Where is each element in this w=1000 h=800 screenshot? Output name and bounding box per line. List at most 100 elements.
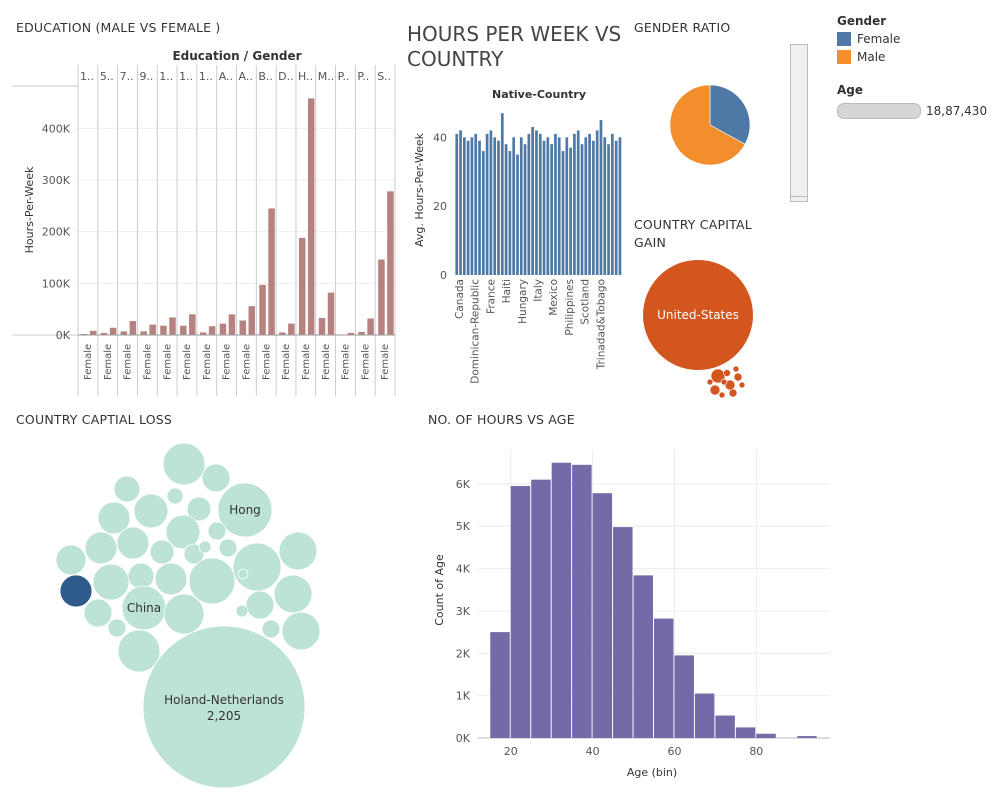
country-bar bbox=[500, 113, 504, 275]
country-bar bbox=[478, 140, 481, 275]
capital-loss-bubble bbox=[55, 544, 87, 576]
education-group-label: 1.. bbox=[80, 70, 94, 83]
country-bar bbox=[588, 133, 591, 275]
country-bar bbox=[474, 133, 478, 275]
scrollbar-thumb[interactable] bbox=[791, 196, 807, 201]
education-group-label: B.. bbox=[258, 70, 273, 83]
country-tick-label: Italy bbox=[533, 279, 545, 302]
country-bar bbox=[542, 140, 546, 275]
country-bar bbox=[459, 130, 462, 275]
education-ytick-label: 300K bbox=[42, 174, 71, 187]
country-tick-label: Mexico bbox=[548, 279, 560, 316]
country-bar bbox=[531, 126, 535, 275]
country-bar bbox=[508, 151, 512, 275]
capital-loss-bubble bbox=[162, 442, 206, 486]
education-bar bbox=[307, 98, 315, 335]
capital-gain-bubble bbox=[728, 388, 738, 398]
capital-loss-bubble bbox=[278, 531, 318, 571]
education-bar bbox=[228, 314, 236, 335]
education-group-label: 1.. bbox=[159, 70, 173, 83]
age-range-slider[interactable] bbox=[837, 103, 921, 119]
age-bar bbox=[797, 736, 817, 738]
country-bar bbox=[516, 154, 519, 275]
country-bar bbox=[576, 130, 580, 275]
country-bar bbox=[493, 137, 497, 275]
education-bar bbox=[109, 327, 117, 335]
country-bar bbox=[554, 133, 557, 275]
capital-loss-bubble bbox=[281, 611, 321, 651]
country-bar bbox=[485, 133, 489, 275]
country-ylabel: Avg. Hours-Per-Week bbox=[413, 132, 426, 247]
capital-loss-bubble bbox=[201, 463, 231, 493]
country-bar bbox=[611, 133, 614, 275]
education-sub-label: Female bbox=[321, 344, 332, 380]
age-bar bbox=[572, 464, 592, 738]
education-bar bbox=[169, 317, 176, 335]
country-bar bbox=[580, 144, 584, 275]
country-tick-label: Scotland bbox=[580, 279, 592, 325]
education-group-label: 1.. bbox=[199, 70, 213, 83]
education-bar bbox=[318, 317, 326, 335]
education-sub-label: Female bbox=[83, 344, 94, 380]
capital-loss-bubble bbox=[83, 598, 113, 628]
age-filter-title: Age bbox=[837, 83, 864, 97]
capital-loss-bubble bbox=[217, 482, 273, 538]
education-ytick-label: 400K bbox=[42, 122, 71, 135]
education-sub-label: Female bbox=[202, 344, 213, 380]
legend-title: Gender bbox=[837, 14, 887, 28]
education-group-label: M.. bbox=[318, 70, 334, 83]
education-bar bbox=[288, 323, 295, 335]
capital-gain-bubble bbox=[643, 260, 753, 370]
gender-pie-chart bbox=[669, 84, 751, 166]
country-bar bbox=[538, 133, 542, 275]
capital-loss-bubble bbox=[207, 521, 227, 541]
capital-loss-bubble bbox=[116, 526, 150, 560]
legend-item-male[interactable]: Male bbox=[837, 50, 997, 64]
legend-item-female[interactable]: Female bbox=[837, 32, 997, 46]
education-bar bbox=[378, 259, 385, 335]
age-bar bbox=[654, 618, 674, 738]
capital-loss-bubble-label: China bbox=[127, 601, 161, 615]
education-bar bbox=[149, 324, 156, 335]
country-bar bbox=[561, 151, 565, 275]
education-bar bbox=[90, 330, 97, 335]
education-bar bbox=[160, 325, 167, 335]
pie-slice-female bbox=[709, 84, 751, 145]
capital-loss-bubble bbox=[149, 539, 175, 565]
age-xlabel: Age (bin) bbox=[627, 766, 677, 779]
education-bar bbox=[327, 292, 335, 335]
age-ytick-label: 6K bbox=[456, 478, 471, 491]
legend-swatch-male bbox=[837, 50, 851, 64]
education-bar bbox=[219, 323, 227, 335]
capital-gain-bubble-label: United-States bbox=[657, 308, 739, 322]
education-group-label: A.. bbox=[219, 70, 233, 83]
capital-loss-bubble bbox=[107, 618, 127, 638]
capital-gain-bubble bbox=[709, 384, 721, 396]
capital-loss-bubble bbox=[92, 563, 130, 601]
capital-loss-bubble bbox=[261, 619, 281, 639]
education-bar bbox=[199, 332, 207, 335]
education-bar bbox=[208, 326, 216, 335]
education-chart: Education / Gender 0K 100K 200K 300K 400K Hour… bbox=[12, 49, 396, 396]
country-tick-label: Canada bbox=[454, 279, 466, 319]
age-ytick-label: 1K bbox=[456, 690, 471, 703]
capital-loss-bubble-selected bbox=[59, 574, 93, 608]
education-bar bbox=[279, 332, 286, 335]
education-ylabel: Hours-Per-Week bbox=[23, 166, 36, 253]
capital-loss-bubble bbox=[218, 538, 238, 558]
education-group-label: S.. bbox=[377, 70, 391, 83]
country-bar bbox=[535, 130, 538, 275]
country-tick-label: Dominican-Republic bbox=[470, 279, 482, 384]
education-sub-label: Female bbox=[123, 344, 134, 380]
education-group-label: H.. bbox=[298, 70, 313, 83]
country-bar bbox=[481, 151, 485, 275]
capital-loss-bubble bbox=[273, 574, 313, 614]
education-sub-label: Female bbox=[380, 344, 391, 380]
education-bar bbox=[358, 331, 365, 335]
education-group-label: D.. bbox=[278, 70, 293, 83]
capital-loss-bubble bbox=[166, 487, 184, 505]
age-bar bbox=[735, 727, 756, 738]
hours-age-chart: 0K 1K 2K 3K 4K 5K 6K 20 40 60 80 Age (bin) Count of … bbox=[433, 450, 830, 779]
vertical-scrollbar[interactable] bbox=[790, 44, 808, 202]
country-bar bbox=[466, 140, 470, 275]
